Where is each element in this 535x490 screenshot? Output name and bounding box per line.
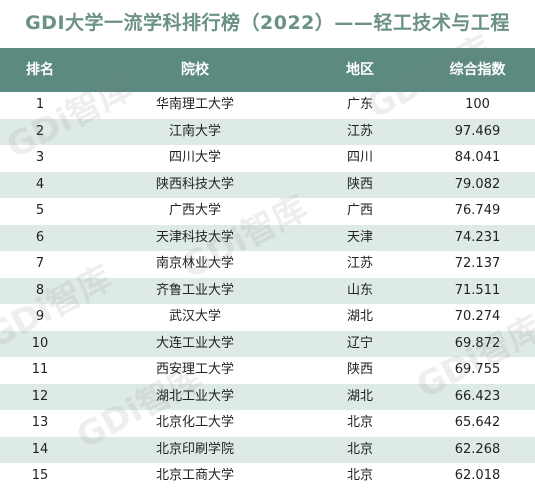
cell-rank: 10 [31,335,49,351]
cell-index: 84.041 [454,150,501,165]
cell-school: 齐鲁工业大学 [155,282,234,298]
table-row: 14 北京印刷学院 北京 62.268 [0,436,535,463]
cell-index: 79.082 [454,176,501,192]
cell-index: 71.511 [454,282,501,298]
cell-region: 天津 [346,229,373,245]
cell-rank: 12 [31,388,49,404]
cell-school: 广西大学 [168,203,221,218]
cell-index: 100 [465,97,490,112]
cell-region: 北京 [346,468,373,483]
cell-school: 北京印刷学院 [155,441,234,457]
cell-rank: 9 [35,309,45,324]
cell-school: 天津科技大学 [155,229,234,245]
cell-rank: 14 [31,441,49,457]
cell-region: 陕西 [346,362,373,377]
cell-region: 湖北 [346,388,373,404]
table-row: 15 北京工商大学 北京 62.018 [0,463,535,490]
cell-index: 74.231 [454,229,501,245]
cell-index: 69.755 [454,362,501,377]
table-row: 12 湖北工业大学 湖北 66.423 [0,383,535,410]
table-row: 3 四川大学 四川 84.041 [0,145,535,172]
cell-rank: 15 [31,468,49,483]
page-title: GDI大学一流学科排行榜（2022）——轻工技术与工程 [25,12,510,34]
cell-index: 70.274 [454,309,501,324]
cell-region: 北京 [346,415,373,430]
table-body: 1 华南理工大学 广东 100 2 江南大学 江苏 97.469 3 四川大学 … [0,92,535,490]
cell-rank: 4 [35,176,45,192]
cell-school: 南京林业大学 [155,256,234,271]
cell-rank: 3 [35,150,45,165]
cell-region: 江苏 [346,256,373,271]
cell-rank: 1 [35,97,45,112]
cell-school: 北京工商大学 [155,468,234,483]
cell-school: 北京化工大学 [155,415,234,430]
cell-region: 辽宁 [346,335,373,351]
table-row: 6 天津科技大学 天津 74.231 [0,224,535,251]
cell-school: 江南大学 [168,123,221,139]
cell-rank: 5 [35,203,45,218]
header-region: 地区 [346,62,374,78]
cell-rank: 11 [31,362,49,377]
cell-rank: 7 [35,256,45,271]
cell-region: 四川 [346,150,373,165]
header-school: 院校 [181,62,209,78]
cell-school: 华南理工大学 [155,97,234,112]
table-header: 排名 院校 地区 综合指数 [0,48,535,92]
cell-region: 江苏 [346,123,373,139]
cell-school: 四川大学 [168,150,221,165]
header-rank: 排名 [26,62,54,78]
cell-school: 武汉大学 [168,309,221,324]
table-row: 11 西安理工大学 陕西 69.755 [0,357,535,384]
table-row: 13 北京化工大学 北京 65.642 [0,410,535,437]
table-row: 2 江南大学 江苏 97.469 [0,118,535,145]
cell-index: 76.749 [454,203,501,218]
table-row: 7 南京林业大学 江苏 72.137 [0,251,535,278]
header-index: 综合指数 [449,62,506,78]
cell-rank: 2 [35,123,45,139]
cell-region: 广西 [346,203,373,218]
cell-index: 62.018 [454,468,501,483]
cell-index: 65.642 [454,415,501,430]
cell-rank: 13 [31,415,49,430]
cell-school: 西安理工大学 [155,362,234,377]
cell-region: 广东 [346,97,373,112]
cell-region: 湖北 [346,309,373,324]
cell-index: 62.268 [454,441,501,457]
cell-index: 97.469 [454,123,501,139]
cell-region: 北京 [346,441,373,457]
cell-index: 69.872 [454,335,501,351]
cell-index: 66.423 [454,388,501,404]
cell-school: 大连工业大学 [155,335,234,351]
cell-rank: 8 [35,282,45,298]
table-row: 9 武汉大学 湖北 70.274 [0,304,535,331]
cell-school: 陕西科技大学 [155,176,234,192]
cell-index: 72.137 [454,256,501,271]
cell-region: 山东 [346,282,373,298]
cell-region: 陕西 [346,176,373,192]
table-row: 5 广西大学 广西 76.749 [0,198,535,225]
table-row: 8 齐鲁工业大学 山东 71.511 [0,277,535,304]
table-row: 10 大连工业大学 辽宁 69.872 [0,330,535,357]
table-row: 1 华南理工大学 广东 100 [0,92,535,119]
cell-school: 湖北工业大学 [155,388,234,404]
table-row: 4 陕西科技大学 陕西 79.082 [0,171,535,198]
cell-rank: 6 [35,229,45,245]
